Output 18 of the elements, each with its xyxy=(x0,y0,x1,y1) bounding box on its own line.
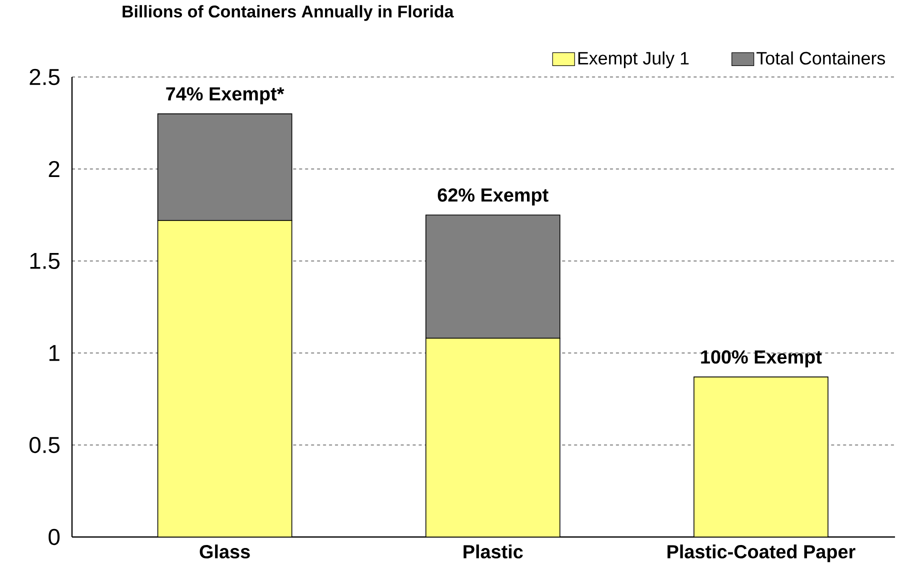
annotation: 100% Exempt xyxy=(701,350,822,368)
x-tick-label: Glass xyxy=(200,544,250,558)
legend-label: Total Containers xyxy=(756,51,886,65)
y-tick-label: 1 xyxy=(49,345,60,361)
annotation: 74% Exempt* xyxy=(166,87,284,104)
y-tick-label: 2 xyxy=(48,160,60,177)
x-tick-label: Plastic-Coated Paper xyxy=(668,544,856,562)
chart-title: Billions of Containers Annually in Florida xyxy=(122,5,454,21)
y-tick-label: 1.5 xyxy=(30,253,60,269)
bar xyxy=(157,220,292,537)
y-tick-label: 0.5 xyxy=(30,436,60,454)
bar xyxy=(425,338,560,537)
legend-label: Exempt July 1 xyxy=(578,51,689,68)
annotation: 62% Exempt xyxy=(438,188,548,206)
x-tick-label: Plastic xyxy=(464,544,523,558)
bar xyxy=(694,376,828,537)
y-tick-label: 0 xyxy=(48,528,60,546)
y-tick-label: 2.5 xyxy=(30,68,60,86)
